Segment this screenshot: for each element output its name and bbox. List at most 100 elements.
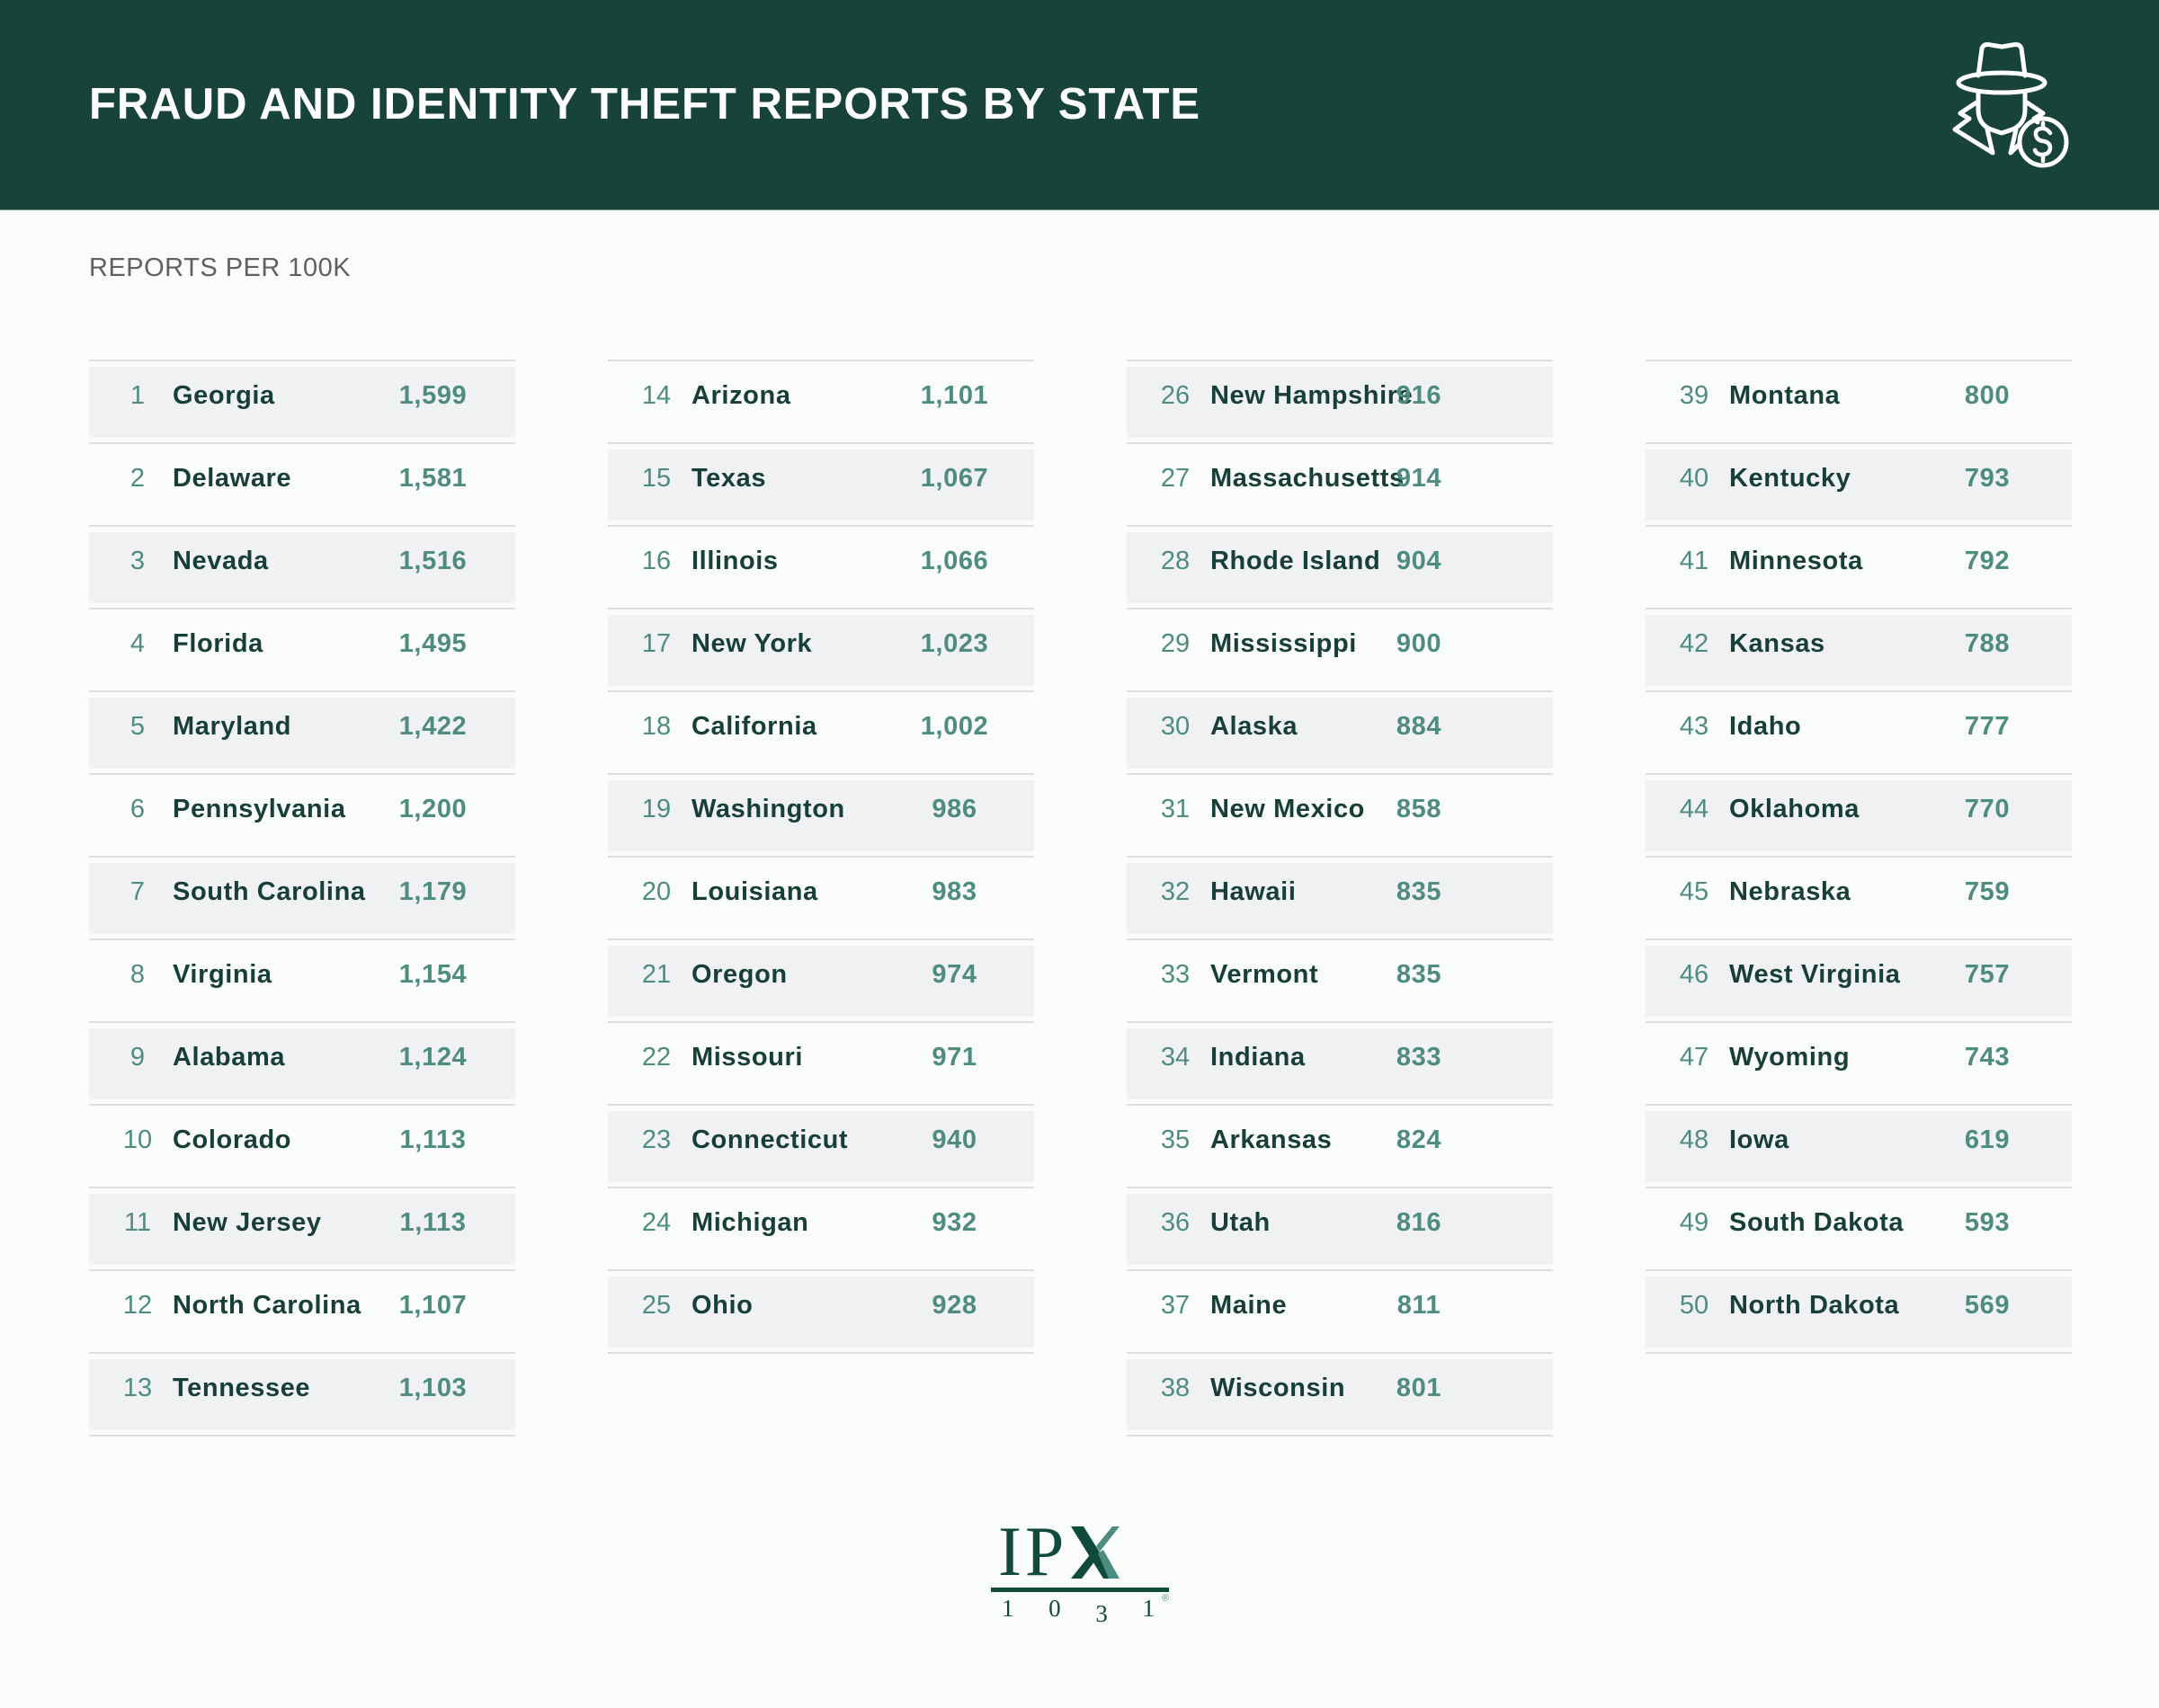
rank: 50 bbox=[1679, 1291, 1709, 1320]
state-name: Georgia bbox=[173, 381, 275, 410]
state-name: North Dakota bbox=[1729, 1291, 1900, 1320]
rank: 44 bbox=[1679, 795, 1709, 823]
report-value: 1,200 bbox=[398, 795, 468, 823]
state-name: Delaware bbox=[173, 464, 292, 493]
table-row: 13 Tennessee 1,103 bbox=[89, 1354, 515, 1437]
state-name: Nevada bbox=[173, 547, 269, 575]
state-name: Oregon bbox=[691, 960, 788, 989]
state-name: Tennessee bbox=[173, 1374, 311, 1402]
rank: 21 bbox=[641, 960, 672, 989]
table-row: 37 Maine 811 bbox=[1127, 1271, 1553, 1354]
rank: 9 bbox=[129, 1043, 146, 1072]
logo-numbers: 1 0 3 1 bbox=[1002, 1595, 1155, 1627]
state-name: New Hampshire bbox=[1210, 381, 1414, 410]
report-value: 816 bbox=[1396, 1208, 1442, 1237]
detective-with-dollar-coin-icon bbox=[1952, 42, 2069, 168]
ranking-column-4: 39 Montana 800 40 Kentucky 793 41 Minnesota 79… bbox=[1646, 360, 2072, 1354]
table-row: 15 Texas 1,067 bbox=[608, 444, 1034, 527]
divider bbox=[608, 360, 1034, 361]
rank: 12 bbox=[122, 1291, 153, 1320]
report-value: 835 bbox=[1396, 960, 1442, 989]
state-name: Alabama bbox=[173, 1043, 286, 1072]
report-value: 932 bbox=[932, 1208, 977, 1237]
report-value: 914 bbox=[1396, 464, 1442, 493]
state-name: Mississippi bbox=[1210, 629, 1357, 658]
logo-digit: 1 bbox=[1142, 1595, 1155, 1622]
state-name: Indiana bbox=[1210, 1043, 1306, 1072]
report-value: 1,023 bbox=[920, 629, 989, 658]
logo-letter: I bbox=[998, 1512, 1025, 1590]
table-row: 18 California 1,002 bbox=[608, 692, 1034, 775]
report-value: 1,581 bbox=[398, 464, 468, 493]
table-row: 7 South Carolina 1,179 bbox=[89, 858, 515, 940]
table-row: 49 South Dakota 593 bbox=[1646, 1188, 2072, 1271]
table-row: 41 Minnesota 792 bbox=[1646, 527, 2072, 609]
report-value: 1,495 bbox=[398, 629, 468, 658]
report-value: 1,113 bbox=[399, 1208, 467, 1237]
page-title: FRAUD AND IDENTITY THEFT REPORTS BY STAT… bbox=[89, 80, 1201, 129]
report-value: 759 bbox=[1964, 877, 2011, 906]
report-value: 824 bbox=[1396, 1125, 1442, 1154]
logo-digit: 1 bbox=[1002, 1595, 1014, 1622]
rank: 22 bbox=[641, 1043, 672, 1072]
logo-digit: 3 bbox=[1095, 1600, 1108, 1627]
rank: 11 bbox=[123, 1208, 152, 1237]
rank: 17 bbox=[641, 629, 672, 658]
table-row: 38 Wisconsin 801 bbox=[1127, 1354, 1553, 1437]
report-value: 928 bbox=[932, 1291, 977, 1320]
state-name: West Virginia bbox=[1729, 960, 1901, 989]
report-value: 833 bbox=[1396, 1043, 1442, 1072]
rank: 10 bbox=[122, 1125, 153, 1154]
table-row: 1 Georgia 1,599 bbox=[89, 361, 515, 444]
table-row: 11 New Jersey 1,113 bbox=[89, 1188, 515, 1271]
divider bbox=[1127, 360, 1553, 361]
table-row: 29 Mississippi 900 bbox=[1127, 609, 1553, 692]
rank: 45 bbox=[1679, 877, 1709, 906]
table-row: 3 Nevada 1,516 bbox=[89, 527, 515, 609]
state-name: Idaho bbox=[1729, 712, 1802, 741]
rank: 36 bbox=[1160, 1208, 1191, 1237]
report-value: 974 bbox=[932, 960, 977, 989]
header-banner: FRAUD AND IDENTITY THEFT REPORTS BY STAT… bbox=[0, 0, 2159, 210]
ranking-column-1: 1 Georgia 1,599 2 Delaware 1,581 3 Nevada 1,51… bbox=[89, 360, 515, 1437]
table-row: 44 Oklahoma 770 bbox=[1646, 775, 2072, 858]
table-row: 22 Missouri 971 bbox=[608, 1023, 1034, 1106]
rank: 35 bbox=[1160, 1125, 1191, 1154]
rank: 28 bbox=[1160, 547, 1191, 575]
table-row: 27 Massachusetts 914 bbox=[1127, 444, 1553, 527]
state-name: Vermont bbox=[1210, 960, 1319, 989]
table-row: 2 Delaware 1,581 bbox=[89, 444, 515, 527]
table-row: 21 Oregon 974 bbox=[608, 940, 1034, 1023]
report-value: 593 bbox=[1964, 1208, 2011, 1237]
rank: 1 bbox=[129, 381, 146, 410]
state-name: Hawaii bbox=[1210, 877, 1297, 906]
rank: 14 bbox=[641, 381, 672, 410]
report-value: 800 bbox=[1964, 381, 2011, 410]
rank: 7 bbox=[129, 877, 146, 906]
report-value: 1,067 bbox=[920, 464, 989, 493]
rank: 23 bbox=[641, 1125, 672, 1154]
table-row: 17 New York 1,023 bbox=[608, 609, 1034, 692]
report-value: 757 bbox=[1964, 960, 2011, 989]
rank: 24 bbox=[641, 1208, 672, 1237]
report-value: 1,002 bbox=[920, 712, 989, 741]
subtitle: REPORTS PER 100K bbox=[89, 254, 352, 282]
rank: 33 bbox=[1160, 960, 1191, 989]
state-name: Oklahoma bbox=[1729, 795, 1860, 823]
ipx-1031-logo: IP 1 0 3 1 ® bbox=[989, 1517, 1178, 1627]
state-name: Iowa bbox=[1729, 1125, 1789, 1154]
rank: 26 bbox=[1160, 381, 1191, 410]
table-row: 14 Arizona 1,101 bbox=[608, 361, 1034, 444]
state-name: Minnesota bbox=[1729, 547, 1863, 575]
state-name: Pennsylvania bbox=[173, 795, 346, 823]
report-value: 904 bbox=[1396, 547, 1442, 575]
state-name: Illinois bbox=[691, 547, 779, 575]
table-row: 39 Montana 800 bbox=[1646, 361, 2072, 444]
table-row: 36 Utah 816 bbox=[1127, 1188, 1553, 1271]
rank: 48 bbox=[1679, 1125, 1709, 1154]
state-name: Arizona bbox=[691, 381, 791, 410]
state-name: Connecticut bbox=[691, 1125, 849, 1154]
report-value: 619 bbox=[1964, 1125, 2011, 1154]
rank: 8 bbox=[129, 960, 146, 989]
logo-rule bbox=[991, 1588, 1169, 1592]
